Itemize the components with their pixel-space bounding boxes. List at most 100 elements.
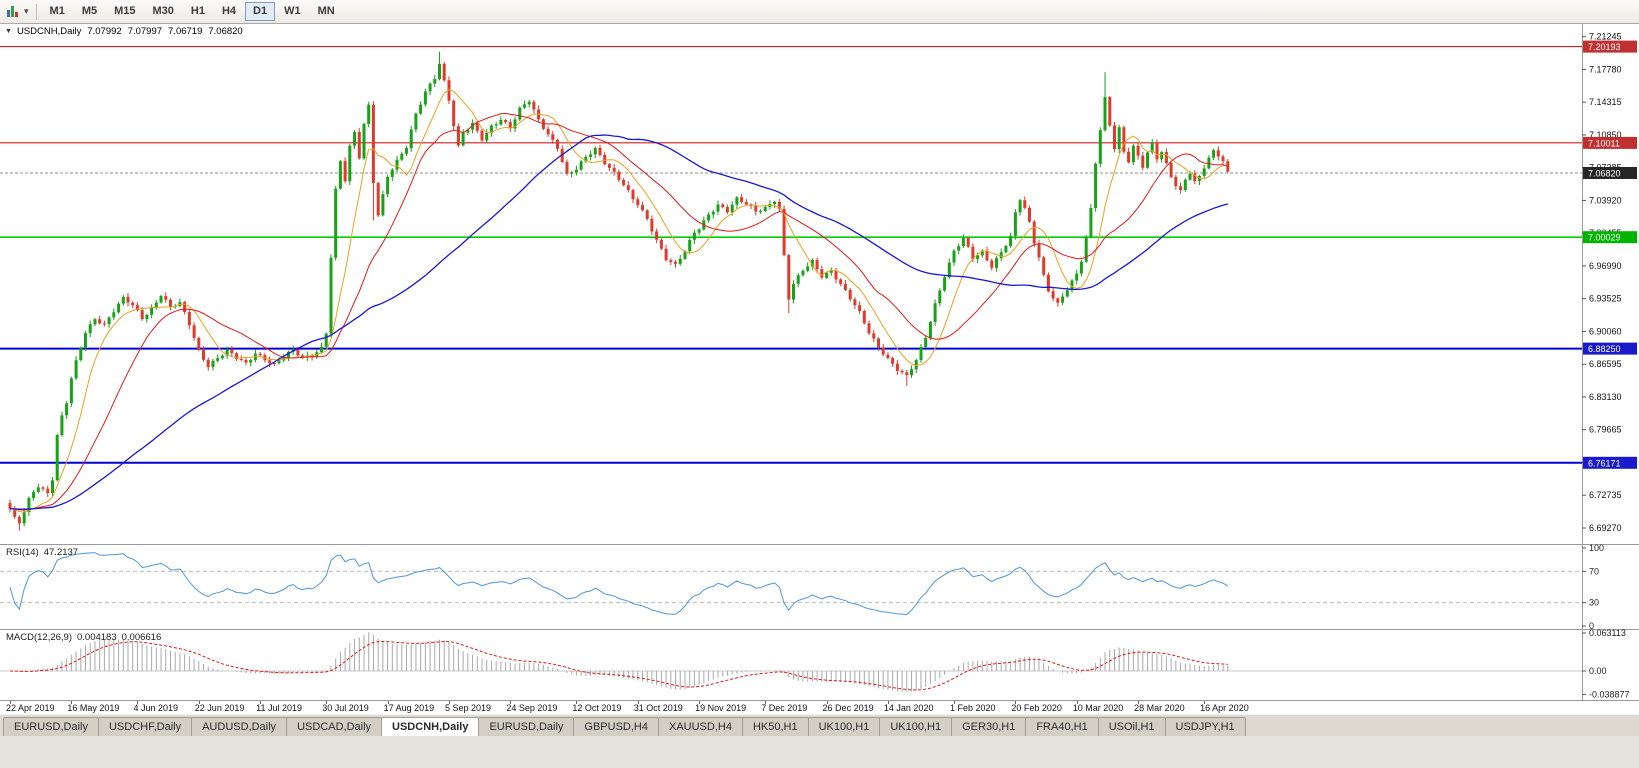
timeframe-button-m5[interactable]: M5: [81, 4, 98, 17]
date-tick: [1138, 701, 1140, 704]
collapse-chart-caret-icon[interactable]: ▼: [5, 28, 12, 35]
horizontal-lines[interactable]: [0, 46, 1582, 464]
quote-low: 7.06719: [168, 26, 203, 37]
chart-tab-uk100-h1[interactable]: UK100,H1: [879, 717, 953, 736]
chart-tab-audusd-daily[interactable]: AUDUSD,Daily: [191, 717, 288, 736]
chart-tab-fra40-h1[interactable]: FRA40,H1: [1025, 717, 1099, 736]
date-tick: [1015, 701, 1017, 704]
chart-tab-usoil-h1[interactable]: USOil,H1: [1097, 717, 1166, 736]
chart-tab-eurusd-daily[interactable]: EURUSD,Daily: [3, 717, 99, 736]
date-tick: [387, 701, 389, 704]
timeframe-button-m30[interactable]: M30: [152, 4, 174, 17]
quote-high: 7.07997: [127, 26, 163, 37]
timeframe-button-w1[interactable]: W1: [284, 4, 301, 17]
date-tick: [576, 701, 578, 704]
svg-text:6.72735: 6.72735: [1589, 490, 1622, 500]
date-label: 14 Jan 2020: [883, 703, 934, 713]
macd-indicator-label: MACD(12,26,9) 0.004183 0.006616: [6, 632, 161, 643]
rsi-name: RSI(14): [6, 547, 39, 558]
svg-text:70: 70: [1589, 566, 1599, 576]
date-label: 16 May 2019: [67, 703, 120, 713]
svg-text:0: 0: [1589, 621, 1594, 631]
chart-tab-usdchf-daily[interactable]: USDCHF,Daily: [97, 717, 193, 736]
svg-text:7.06820: 7.06820: [1588, 169, 1621, 179]
toolbar: ▾ M1 M5 M15 M30 H1 H4 D1 W1 MN: [0, 0, 1639, 24]
chart-tabbar: EURUSD,Daily USDCHF,Daily AUDUSD,Daily USDC…: [0, 714, 1639, 736]
date-label: 12 Oct 2019: [572, 703, 622, 713]
svg-text:7.14315: 7.14315: [1589, 97, 1622, 107]
svg-text:0.063113: 0.063113: [1589, 628, 1626, 638]
date-label: 22 Jun 2019: [194, 703, 245, 713]
resistance-lower-badge: [1583, 136, 1637, 149]
svg-text:6.76171: 6.76171: [1588, 458, 1621, 468]
chart-tab-usdcad-daily[interactable]: USDCAD,Daily: [286, 717, 383, 736]
chart-tab-gbpusd-h4[interactable]: GBPUSD,H4: [573, 717, 659, 736]
current-price-badge: [1583, 167, 1637, 179]
date-tick: [887, 701, 889, 704]
resistance-upper-badge: [1583, 40, 1637, 53]
timeframe-button-d1[interactable]: D1: [245, 1, 276, 22]
svg-text:6.90060: 6.90060: [1589, 326, 1622, 336]
date-label: 17 Aug 2019: [383, 703, 435, 713]
quote-close: 7.06820: [208, 26, 243, 37]
macd-name: MACD(12,26,9): [6, 632, 72, 643]
chart-tab-xauusd-h4[interactable]: XAUUSD,H4: [657, 717, 743, 736]
date-axis[interactable]: 22 Apr 2019 16 May 2019 4 Jun 2019 22 Jun 2…: [0, 700, 1639, 714]
chart-symbol-period: USDCNH,Daily: [16, 26, 82, 37]
chart-tab-ger30-h1[interactable]: GER30,H1: [951, 717, 1027, 736]
rsi-indicator-label: RSI(14) 47.2137: [6, 547, 78, 558]
moving-averages: [9, 89, 1228, 513]
date-label: 16 Apr 2020: [1200, 703, 1249, 713]
svg-text:6.79665: 6.79665: [1589, 425, 1622, 435]
svg-text:0.00: 0.00: [1589, 666, 1607, 676]
date-label: 4 Jun 2019: [133, 703, 178, 713]
chart-canvas[interactable]: 100 70 30 00.063113 0.00 -0.038877 7.21245 7.17…: [0, 24, 1639, 700]
svg-text:7.10011: 7.10011: [1588, 138, 1620, 148]
timeframe-button-h4[interactable]: H4: [221, 4, 237, 17]
date-tick: [954, 701, 955, 704]
chart-tab-usdjpy-h1[interactable]: USDJPY,H1: [1164, 717, 1246, 736]
chart-tab-uk100-h1[interactable]: UK100,H1: [807, 717, 881, 736]
timeframe-button-m1[interactable]: M1: [49, 4, 65, 17]
date-tick: [260, 701, 262, 704]
timeframe-button-h1[interactable]: H1: [190, 4, 205, 17]
svg-text:6.86595: 6.86595: [1589, 359, 1622, 369]
timeframe-button-m15[interactable]: M15: [114, 4, 136, 17]
svg-text:100: 100: [1589, 543, 1604, 553]
price-badges: 7.20193 7.10011 7.06820 7.00029 6.88250 6.761…: [1583, 40, 1637, 469]
timeframe-button-mn[interactable]: MN: [317, 4, 335, 17]
chart-quote-line: ▼ USDCNH,Daily 7.07992 7.07997 7.06719 7…: [5, 26, 243, 37]
date-label: 26 Dec 2019: [822, 703, 874, 713]
ma-slow-line: [9, 134, 1228, 510]
date-tick: [448, 701, 450, 704]
date-tick: [637, 701, 639, 704]
toolbar-separator: [35, 3, 37, 20]
chart-tab-eurusd-daily[interactable]: EURUSD,Daily: [478, 717, 575, 736]
svg-text:7.21245: 7.21245: [1589, 32, 1622, 42]
date-tick: [699, 701, 701, 704]
svg-text:6.69270: 6.69270: [1589, 523, 1622, 533]
date-tick: [510, 701, 512, 704]
rsi-value: 47.2137: [43, 547, 79, 558]
svg-text:-0.038877: -0.038877: [1589, 689, 1630, 699]
svg-text:6.83130: 6.83130: [1589, 392, 1622, 402]
macd-signal-line: [9, 640, 1228, 691]
chart-type-icon[interactable]: [6, 5, 21, 18]
macd-value-main: 0.004183: [77, 632, 117, 643]
svg-text:7.03920: 7.03920: [1589, 195, 1622, 205]
date-label: 19 Nov 2019: [695, 703, 747, 713]
date-tick: [1204, 701, 1206, 704]
chart-tab-hk50-h1[interactable]: HK50,H1: [741, 717, 809, 736]
rsi-panel: 100 70 30 0: [0, 543, 1604, 631]
date-tick: [10, 701, 11, 704]
status-bar: [0, 736, 1639, 768]
chart-tab-usdcnh-daily[interactable]: USDCNH,Daily: [381, 717, 480, 736]
svg-text:6.88250: 6.88250: [1588, 344, 1621, 354]
quote-open: 7.07992: [87, 26, 122, 37]
rsi-line: [9, 552, 1229, 616]
candles-layer: [8, 51, 1230, 531]
svg-text:7.17780: 7.17780: [1589, 64, 1622, 74]
svg-text:30: 30: [1589, 598, 1599, 608]
chart-dropdown-caret-icon[interactable]: ▾: [24, 6, 29, 16]
